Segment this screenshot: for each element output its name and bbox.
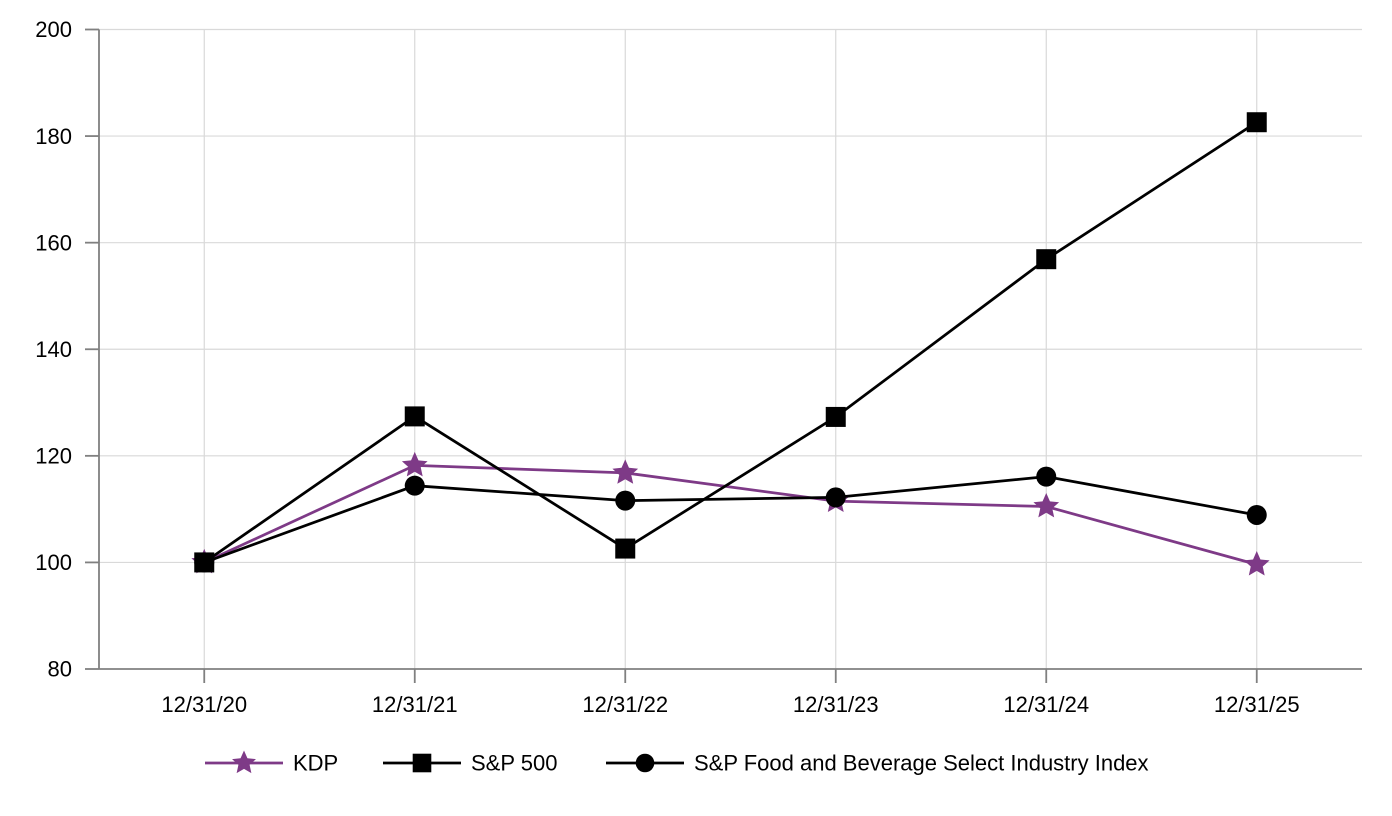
y-axis-tick-label: 160 [35, 230, 72, 255]
data-point-kdp-2 [612, 459, 639, 484]
series-line-kdp [203, 464, 1258, 566]
series-line-s-p-food-and-beverage-select-industry-index [203, 475, 1258, 564]
y-axis-tick-label: 120 [35, 444, 72, 469]
x-axis-tick-label: 12/31/21 [372, 692, 458, 717]
data-point-kdp-1 [401, 451, 428, 477]
y-axis-tick-label: 180 [35, 124, 72, 149]
legend-label-s-p-food-and-beverage-select-industry-index: S&P Food and Beverage Select Industry In… [694, 751, 1149, 776]
x-axis-tick-label: 12/31/20 [161, 692, 247, 717]
legend-marker-star-icon [232, 750, 256, 774]
data-point-s-p-food-and-beverage-select-industry-index-4 [1036, 466, 1057, 487]
x-axis-tick-label: 12/31/23 [793, 692, 879, 717]
data-point-s-p-food-and-beverage-select-industry-index-1 [404, 475, 425, 496]
series-line-s-p-500 [203, 121, 1258, 564]
x-axis-tick-label: 12/31/22 [582, 692, 668, 717]
data-point-kdp-4 [1033, 492, 1060, 518]
x-axis-tick-label: 12/31/24 [1003, 692, 1089, 717]
data-point-s-p-500-4 [1036, 249, 1057, 270]
legend-label-s-p-500: S&P 500 [471, 751, 557, 776]
data-point-s-p-500-5 [1246, 112, 1267, 133]
x-axis-tick-label: 12/31/25 [1214, 692, 1300, 717]
data-point-kdp-5 [1243, 551, 1270, 576]
data-point-s-p-500-1 [404, 406, 425, 427]
legend-marker-square-icon [412, 753, 432, 773]
y-axis-tick-label: 140 [35, 337, 72, 362]
y-axis-tick-label: 100 [35, 550, 72, 575]
data-point-s-p-500-0 [194, 552, 215, 573]
data-point-s-p-500-3 [825, 406, 846, 427]
y-axis-tick-label: 80 [48, 657, 72, 682]
y-axis-tick-label: 200 [35, 17, 72, 42]
legend-marker-circle-icon [635, 753, 655, 773]
data-point-s-p-food-and-beverage-select-industry-index-3 [825, 487, 846, 508]
data-point-s-p-500-2 [615, 538, 636, 559]
legend-label-kdp: KDP [293, 751, 338, 776]
data-point-s-p-food-and-beverage-select-industry-index-2 [615, 490, 636, 511]
data-point-s-p-food-and-beverage-select-industry-index-5 [1246, 504, 1267, 525]
